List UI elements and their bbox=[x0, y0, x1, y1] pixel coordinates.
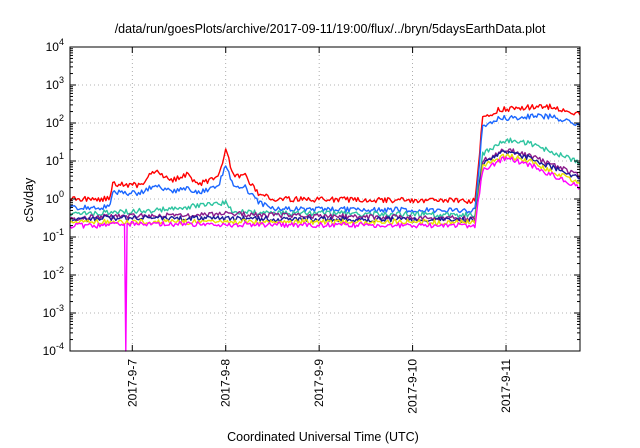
series-line-2 bbox=[69, 113, 581, 214]
series-line-6 bbox=[69, 153, 581, 226]
x-tick-label: 2017-9-10 bbox=[406, 359, 420, 414]
series-group bbox=[69, 103, 581, 352]
x-tick-label: 2017-9-9 bbox=[312, 359, 326, 407]
y-tick-label: 103 bbox=[46, 75, 64, 92]
x-tick-label: 2017-9-8 bbox=[219, 359, 233, 407]
y-tick-label: 10-4 bbox=[43, 341, 64, 358]
x-tick-label: 2017-9-11 bbox=[499, 359, 513, 413]
y-tick-label: 10-1 bbox=[43, 227, 64, 244]
plot-frame bbox=[69, 46, 581, 352]
x-axis-label: Coordinated Universal Time (UTC) bbox=[227, 430, 419, 444]
grid bbox=[70, 47, 580, 351]
y-tick-label: 102 bbox=[46, 113, 64, 130]
x-tick-label: 2017-9-7 bbox=[125, 359, 139, 407]
y-tick-label: 10-3 bbox=[43, 303, 64, 320]
series-line-4 bbox=[69, 148, 581, 222]
y-tick-label: 101 bbox=[46, 151, 64, 168]
series-line-7 bbox=[69, 156, 581, 352]
y-tick-label: 100 bbox=[46, 189, 64, 206]
chart-title: /data/run/goesPlots/archive/2017-09-11/1… bbox=[115, 22, 546, 36]
y-tick-label: 10-2 bbox=[43, 265, 64, 282]
series-line-5 bbox=[69, 150, 581, 224]
series-line-1 bbox=[69, 103, 581, 205]
y-tick-label: 104 bbox=[46, 37, 64, 54]
y-axis-label: cSv/day bbox=[22, 177, 36, 222]
